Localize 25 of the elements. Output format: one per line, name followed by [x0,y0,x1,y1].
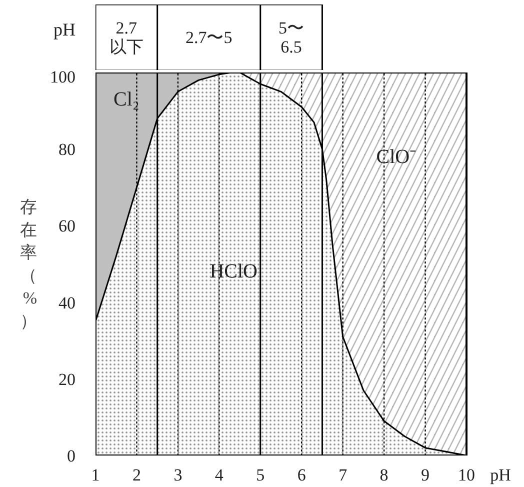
annotation: Cl₂ [113,88,140,110]
x-tick-label: 8 [380,466,388,484]
x-tick-label: 4 [214,466,224,484]
y-tick-label: 100 [50,68,76,86]
x-tick-label: 9 [421,466,430,484]
y-tick-label: 0 [67,446,76,466]
x-tick-label: 6 [297,466,306,484]
x-tick-label: 3 [174,466,182,484]
text: 2.7 以下 [109,18,144,56]
y-tick-label: 20 [58,370,76,389]
y-axis-title: 存在率（%） [20,198,38,330]
annotation: HClO [210,260,258,283]
x-axis-title: pH [490,466,511,484]
x-tick-label: 1 [91,466,100,484]
y-tick-label: 80 [58,140,76,160]
x-tick-label: 5 [256,466,265,484]
text: 2.7〜5 [185,28,232,47]
text: 5〜 6.5 [278,18,304,56]
x-tick-label: 2 [132,466,141,484]
text: pH [54,20,76,40]
x-tick-label: 7 [338,466,348,484]
y-tick-label: 40 [58,293,76,312]
annotation: ClO⁻ [376,146,417,168]
x-tick-label: 10 [458,466,475,484]
y-tick-label: 60 [58,216,76,236]
